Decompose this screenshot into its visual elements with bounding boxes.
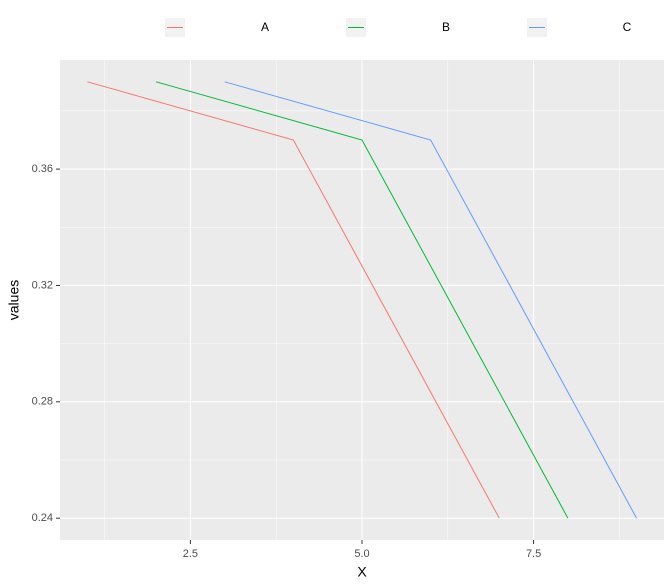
series-line bbox=[87, 81, 500, 519]
y-tick-label: 0.36 bbox=[32, 163, 53, 175]
x-tick-label: 5.0 bbox=[354, 548, 369, 560]
x-tick-label: 7.5 bbox=[526, 548, 541, 560]
y-tick-label: 0.28 bbox=[32, 396, 53, 408]
series-line bbox=[224, 81, 637, 519]
x-tick-label: 2.5 bbox=[183, 548, 198, 560]
x-axis-title: X bbox=[357, 564, 367, 580]
y-tick-label: 0.32 bbox=[32, 279, 53, 291]
y-tick-label: 0.24 bbox=[32, 512, 53, 524]
legend-label: A bbox=[261, 20, 269, 34]
legend-label: C bbox=[623, 20, 632, 34]
legend-label: B bbox=[442, 20, 450, 34]
series-line bbox=[155, 81, 569, 519]
y-axis-title: values bbox=[6, 280, 22, 320]
